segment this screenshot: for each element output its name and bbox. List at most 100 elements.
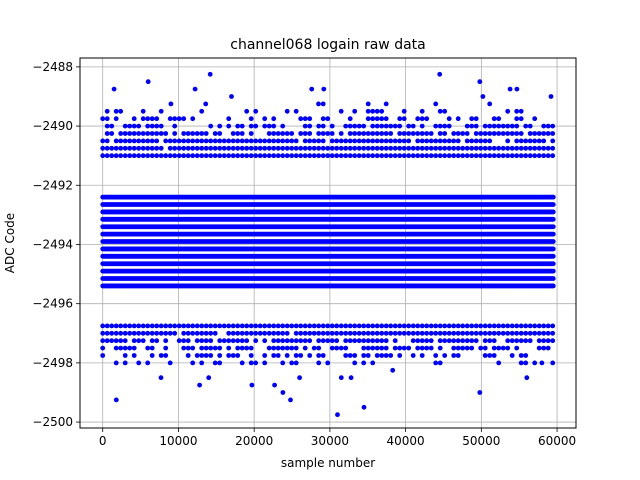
data-point [401,330,407,336]
data-point [235,145,241,151]
data-point [206,375,212,381]
data-point [347,116,353,122]
data-point [338,330,344,336]
data-point [437,71,443,77]
data-point [185,138,191,144]
data-point [352,131,358,136]
data-point [131,138,137,144]
data-point [460,131,466,136]
data-point [437,138,443,144]
data-point [379,330,385,336]
data-point [176,338,182,344]
data-point [320,145,326,151]
data-point [541,145,547,151]
data-point [293,360,299,366]
data-point [415,145,421,151]
data-point [297,375,302,381]
data-point [523,145,529,151]
x-tick-label: 0 [99,434,107,448]
data-point [410,123,416,129]
data-point [325,145,331,151]
data-point [194,131,200,136]
data-point [482,345,488,351]
data-point [122,353,128,358]
data-point [275,138,281,144]
data-point [293,153,299,159]
x-axis-label: sample number [281,456,375,470]
data-point [446,153,452,159]
data-point [491,338,497,344]
data-point [550,131,556,136]
data-point [442,338,448,344]
data-point [523,338,529,344]
data-point [410,353,416,358]
data-point [275,145,281,151]
data-point [194,153,200,159]
data-point [109,123,115,129]
data-point [122,338,128,344]
data-point [541,330,547,336]
data-point [275,345,281,351]
data-point [338,375,344,381]
data-point [379,116,385,122]
data-point [343,323,349,329]
data-point [482,353,488,358]
data-point [293,338,299,344]
data-point [469,338,475,344]
data-point [149,338,155,344]
data-point [307,131,313,136]
data-point [280,138,286,144]
data-point [311,345,317,351]
data-point [136,123,142,129]
data-point [113,360,119,366]
data-point [482,123,488,129]
data-point [523,323,529,329]
data-point [280,145,286,151]
data-point [118,330,124,336]
data-point [406,153,412,159]
data-point [383,345,389,351]
data-point [203,323,209,329]
data-point [374,353,380,358]
data-point [446,116,452,122]
data-point [401,323,407,329]
data-point [275,338,281,344]
data-point [374,323,380,329]
data-point [401,345,407,351]
data-point [487,145,493,151]
data-point [388,123,394,129]
data-point [433,101,439,107]
data-point-row [100,253,556,259]
data-point [203,353,209,358]
data-point [356,330,362,336]
data-point [347,353,353,358]
data-point [347,123,353,129]
data-point [320,123,326,129]
data-point [140,153,146,159]
data-point [446,338,452,344]
data-point [122,360,128,366]
data-point [496,116,502,122]
data-point [496,323,502,329]
data-point [309,86,315,92]
data-point [514,123,520,129]
data-point [127,138,133,144]
data-point [293,145,299,151]
data-point [325,330,331,336]
data-point [167,323,173,329]
data-point [446,123,452,129]
data-point [365,330,371,336]
data-point [356,338,362,344]
data-point [307,145,313,151]
data-point [383,353,389,358]
data-point [410,145,416,151]
data-point [464,338,470,344]
data-point [329,345,335,351]
data-point [433,360,439,366]
data-point [437,153,443,159]
data-point [374,108,380,114]
data-point [190,145,196,151]
data-point [446,145,452,151]
data-point [127,131,133,136]
data-point [392,123,398,129]
